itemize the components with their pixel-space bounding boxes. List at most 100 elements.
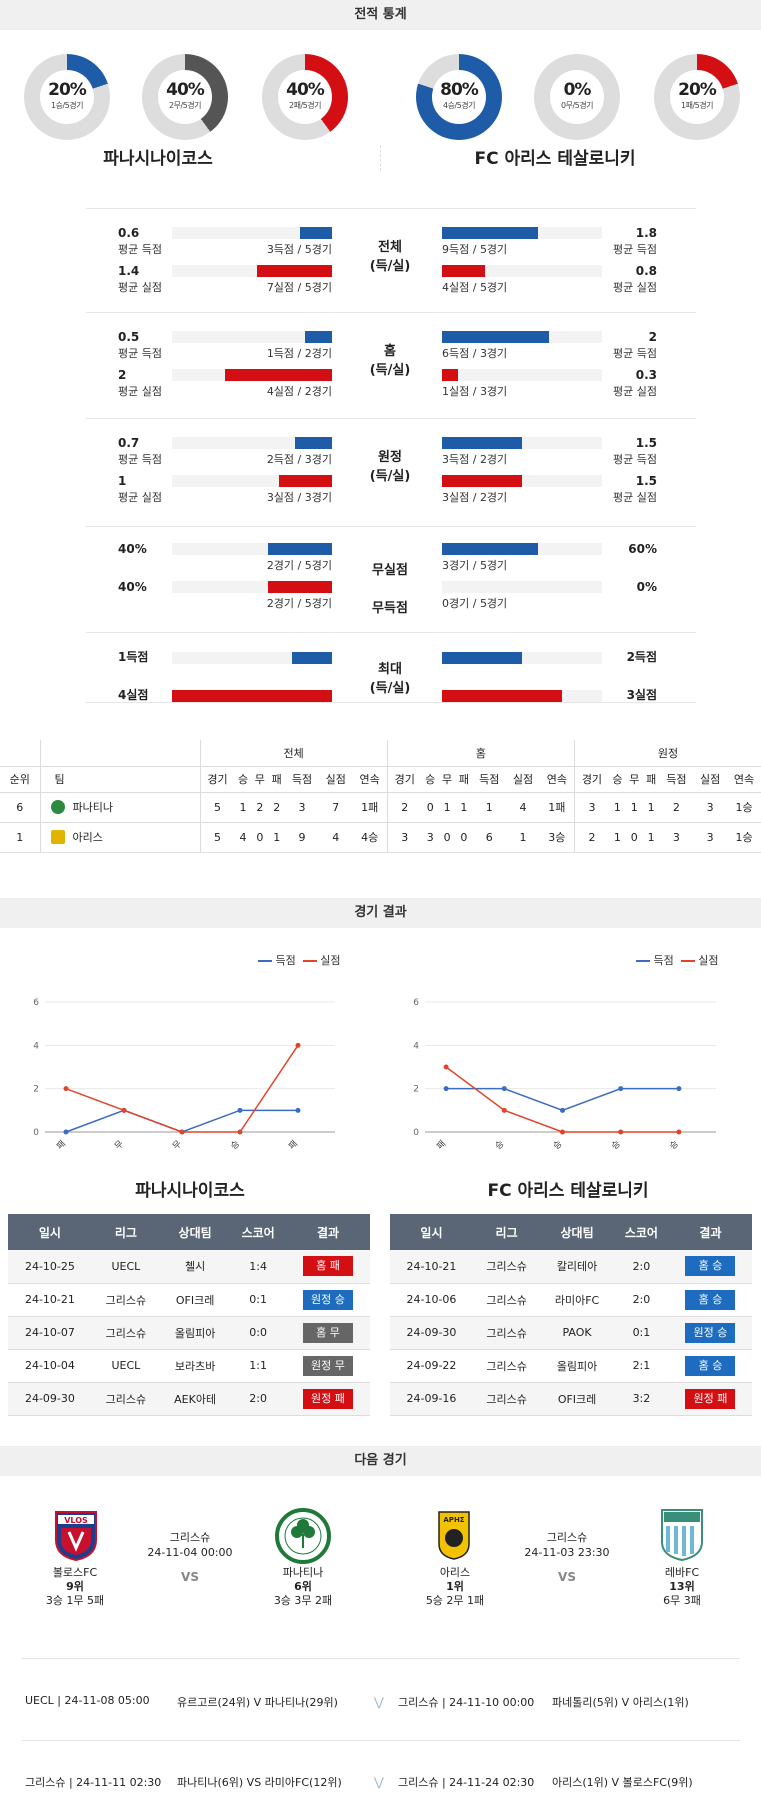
upcoming-teams-4: 아리스(1위) V 볼로스FC(9위) <box>552 1776 693 1789</box>
team-name: 파나티나 <box>282 1566 324 1579</box>
right-stat-count: 4실점 / 5경기 <box>442 281 508 294</box>
next-right-team2: 레바FC 13위 6무 3패 <box>637 1566 727 1608</box>
divider <box>22 1740 740 1741</box>
standings-cell: 3 <box>285 792 319 823</box>
result-league: 그리스슈 <box>91 1283 160 1317</box>
legend-concede-label: 실점 <box>320 954 341 967</box>
results-row[interactable]: 24-09-22 그리스슈 올림피아 2:1 홈 승 <box>390 1349 752 1383</box>
standings-cell: 1 <box>506 822 540 853</box>
result-score: 0:1 <box>613 1316 669 1350</box>
results-row[interactable]: 24-10-04 UECL 보라츠바 1:1 원정 무 <box>8 1349 370 1383</box>
team-crest-icon <box>50 800 65 814</box>
left-stat-label: 평균 득점 <box>118 453 162 466</box>
data-point[interactable] <box>63 1129 69 1135</box>
left-stat-label: 평균 득점 <box>118 243 162 256</box>
result-score: 3:2 <box>613 1382 669 1416</box>
series-line-score <box>446 1087 679 1112</box>
standings-cell: 0 <box>455 822 473 853</box>
left-stat-value: 1 <box>118 474 127 488</box>
standings-cell: 3 <box>693 792 728 823</box>
data-point[interactable] <box>443 1064 449 1070</box>
data-point[interactable] <box>501 1107 507 1113</box>
left-stat-count: 2경기 / 5경기 <box>266 559 332 572</box>
standings-col-header: 득점 <box>472 766 507 793</box>
data-point[interactable] <box>237 1107 243 1113</box>
stat-group-label-line: 홈 <box>384 344 396 359</box>
standings-table: 전체 홈 원정 순위 팀 경기 승 무 패 득점 실점 연속 경기 승 무 패 득점 실점 연속 경기 승 무 패 득점… <box>0 740 761 853</box>
y-tick-label: 6 <box>33 998 39 1008</box>
results-row[interactable]: 24-10-07 그리스슈 올림피아 0:0 홈 무 <box>8 1316 370 1350</box>
right-stat-value: 1.5 <box>635 436 657 450</box>
right-stat-count: 6득점 / 3경기 <box>442 347 508 360</box>
team-rank: 9위 <box>66 1580 84 1593</box>
left-stat-value: 4실점 <box>118 688 149 702</box>
legend-score-label: 득점 <box>275 954 296 967</box>
left-stat-value: 0.7 <box>118 436 140 450</box>
data-point[interactable] <box>501 1086 507 1092</box>
results-row[interactable]: 24-09-30 그리스슈 AEK아테 2:0 원정 패 <box>8 1382 370 1416</box>
standings-col-header: 승 <box>608 766 626 793</box>
result-score: 0:1 <box>230 1283 286 1317</box>
stat-group-label-line: 원정 <box>378 450 402 465</box>
result-date: 24-10-07 <box>8 1316 92 1350</box>
next-left-team1: 볼로스FC 9위 3승 1무 5패 <box>30 1566 120 1608</box>
standings-col-header: 경기 <box>387 766 422 793</box>
y-tick-label: 6 <box>413 998 419 1008</box>
left-stat-bar <box>304 331 332 343</box>
results-row[interactable]: 24-09-16 그리스슈 OFI크레 3:2 원정 패 <box>390 1382 752 1416</box>
result-badge: 원정 승 <box>685 1322 736 1343</box>
chevron-down-icon[interactable]: ⋁ <box>374 1695 384 1709</box>
standings-rank: 6 <box>0 792 41 823</box>
results-row[interactable]: 24-10-06 그리스슈 라미아FC 2:0 홈 승 <box>390 1283 752 1317</box>
standings-col-header: 무 <box>625 766 643 793</box>
left-stat-value: 1.4 <box>118 264 140 278</box>
standings-cell: 1 <box>625 792 643 823</box>
section-header-results: 경기 결과 <box>0 898 761 928</box>
right-stat-label: 평균 실점 <box>613 281 657 294</box>
data-point[interactable] <box>295 1107 301 1113</box>
results-row[interactable]: 24-10-21 그리스슈 OFI크레 0:1 원정 승 <box>8 1283 370 1317</box>
left-stat-value: 40% <box>118 580 147 594</box>
standings-cell: 9 <box>285 822 319 853</box>
svg-text:VLOS: VLOS <box>64 1516 88 1525</box>
result-score: 1:4 <box>230 1250 286 1284</box>
standings-row[interactable]: 1 아리스 5 4 0 1 9 4 4승 3 3 0 0 6 1 3승 2 1 0 1 3 3 1승 <box>0 822 761 853</box>
data-point[interactable] <box>295 1042 301 1048</box>
donut-caption: 2패/5경기 <box>289 101 321 110</box>
data-point[interactable] <box>560 1129 565 1135</box>
data-point[interactable] <box>676 1086 682 1092</box>
standings-rank: 1 <box>0 822 41 853</box>
chart-legend-away: 득점 실점 <box>636 952 719 968</box>
upcoming-info-4: 그리스슈 | 24-11-24 02:30 <box>398 1776 535 1789</box>
chevron-down-icon[interactable]: ⋁ <box>374 1775 384 1789</box>
data-point[interactable] <box>560 1107 565 1113</box>
results-row[interactable]: 24-10-21 그리스슈 칼리테아 2:0 홈 승 <box>390 1250 752 1284</box>
next-time: 24-11-03 23:30 <box>524 1546 610 1559</box>
right-stat-count: 3경기 / 5경기 <box>442 559 508 572</box>
results-row[interactable]: 24-10-25 UECL 첼시 1:4 홈 패 <box>8 1250 370 1284</box>
next-left-team2: 파나티나 6위 3승 3무 2패 <box>258 1566 348 1608</box>
data-point[interactable] <box>618 1086 624 1092</box>
data-point[interactable] <box>618 1129 624 1135</box>
next-league: 그리스슈 <box>546 1531 588 1544</box>
volos-logo: VLOS <box>45 1510 107 1562</box>
data-point[interactable] <box>63 1086 69 1092</box>
results-row[interactable]: 24-09-30 그리스슈 PAOK 0:1 원정 승 <box>390 1316 752 1350</box>
standings-cell: 2 <box>251 792 269 823</box>
data-point[interactable] <box>237 1129 243 1135</box>
volos-crest-icon: VLOS <box>55 1511 97 1562</box>
data-point[interactable] <box>676 1129 682 1135</box>
donut-chart: 80% 4승/5경기 <box>416 54 502 140</box>
result-opp: PAOK <box>540 1316 614 1350</box>
x-tick-label: 승 <box>667 1138 681 1152</box>
result-opp: AEK아테 <box>159 1382 231 1416</box>
standings-row[interactable]: 6 파나티나 5 1 2 2 3 7 1패 2 0 1 1 1 4 1패 3 1 1 1 2 3 1승 <box>0 792 761 823</box>
standings-col-header: 득점 <box>659 766 694 793</box>
left-stat-label: 평균 득점 <box>118 347 162 360</box>
standings-cell: 4 <box>506 792 540 823</box>
standings-cell: 1 <box>438 792 456 823</box>
data-point[interactable] <box>121 1107 127 1113</box>
data-point[interactable] <box>443 1086 449 1092</box>
data-point[interactable] <box>179 1129 185 1135</box>
x-tick-label: 패 <box>286 1138 300 1152</box>
